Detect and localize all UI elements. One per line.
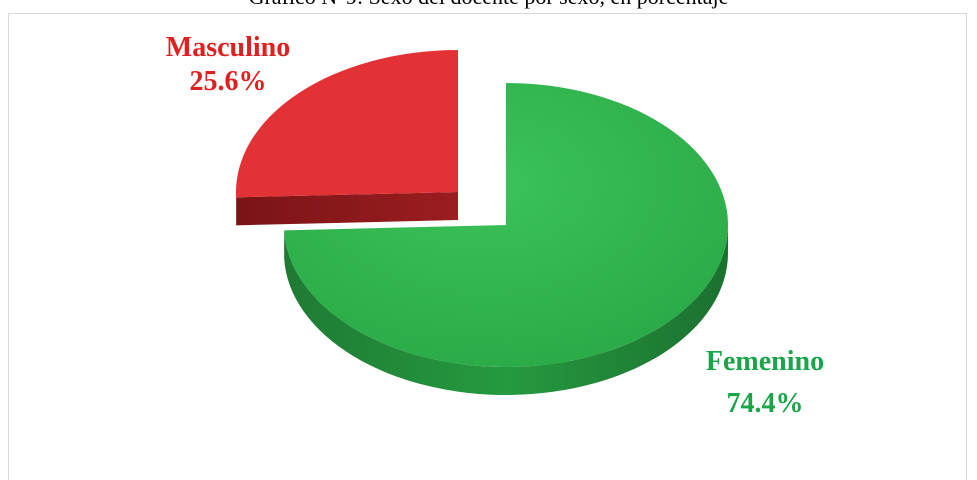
- chart-caption: Gráfico N°9: Sexo del docente por sexo, …: [0, 0, 977, 10]
- slice-label-masculino: Masculino: [166, 32, 290, 63]
- slice-masculino: [236, 50, 458, 198]
- slice-masculino-side: [236, 192, 458, 226]
- slice-femenino-side: [284, 225, 729, 396]
- slice-value-femenino: 74.4%: [727, 388, 804, 419]
- slice-value-masculino: 25.6%: [190, 66, 267, 97]
- slice-femenino: [284, 83, 728, 368]
- slice-label-femenino: Femenino: [706, 346, 824, 377]
